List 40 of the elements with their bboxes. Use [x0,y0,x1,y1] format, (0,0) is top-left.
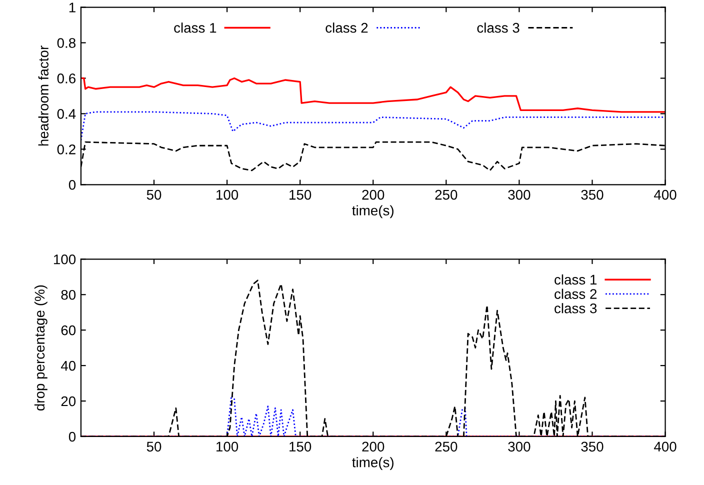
x-tick-label: 200 [362,190,384,200]
line-series [80,77,666,113]
y-tick-label: 0.6 [57,74,76,84]
x-tick-label: 150 [290,442,312,452]
x-tick-label: 200 [362,442,384,452]
legend-label: class 3 [477,22,520,33]
y-tick-label: 40 [60,360,76,371]
x-tick-label: 300 [508,190,530,200]
y-axis-title: drop percentage (%) [34,285,48,411]
y-tick-label: 60 [61,325,76,336]
y-axis-title: headroom factor [38,46,48,146]
legend-label: class 2 [326,22,368,33]
y-tick-label: 0.2 [57,144,76,154]
x-tick-label: 50 [146,190,162,200]
x-tick-label: 400 [654,190,676,200]
legend-label: class 1 [174,22,216,33]
x-tick-label: 100 [216,442,238,452]
y-tick-label: 0 [68,180,76,190]
y-tick-label: 0.8 [57,38,76,48]
x-tick-label: 50 [146,442,162,452]
x-tick-label: 300 [508,442,530,452]
y-tick-label: 1 [69,2,76,12]
x-tick-label: 400 [654,442,676,452]
legend-label: class 2 [554,288,597,299]
y-tick-label: 0.4 [57,109,76,119]
x-tick-label: 150 [290,190,312,200]
x-axis-title: time(s) [352,457,394,470]
line-series [80,111,666,141]
y-tick-label: 20 [61,396,76,406]
legend-label: class 3 [554,303,597,314]
x-tick-label: 350 [581,190,604,200]
x-axis-title: time(s) [352,205,394,218]
x-tick-label: 100 [216,190,238,200]
x-tick-label: 250 [435,442,458,452]
x-tick-label: 250 [435,190,458,200]
y-tick-label: 100 [54,254,76,264]
legend-label: class 1 [554,274,597,285]
x-tick-label: 350 [581,442,604,452]
y-tick-label: 80 [61,290,76,300]
y-tick-label: 0 [68,432,76,442]
